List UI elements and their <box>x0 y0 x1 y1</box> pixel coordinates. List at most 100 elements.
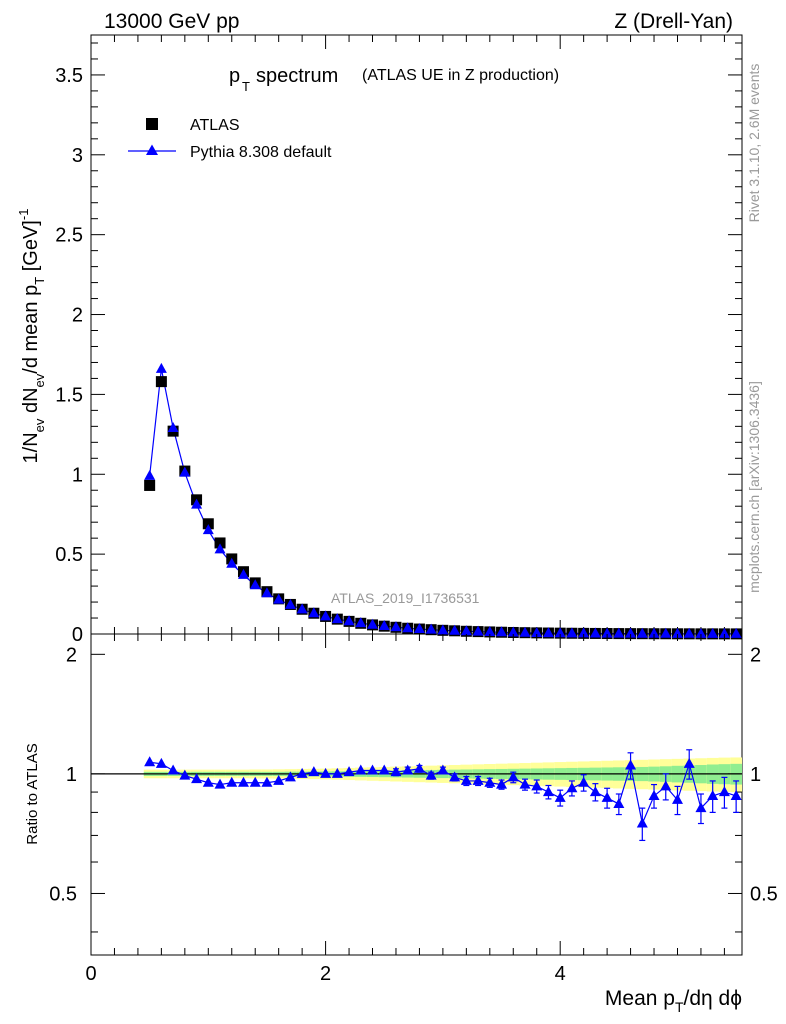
pythia-data-point <box>472 625 484 636</box>
side-label-rivet: Rivet 3.1.10, 2.6M events <box>746 64 762 223</box>
pythia-data-point <box>519 626 531 637</box>
ratio-y-tick-label: 0.5 <box>49 883 77 905</box>
pythia-data-point <box>413 623 425 634</box>
pythia-data-point <box>367 618 379 629</box>
pythia-data-point <box>730 627 742 638</box>
chart-title-sub: T <box>242 79 250 94</box>
pythia-data-point <box>202 524 214 535</box>
header-right: Z (Drell-Yan) <box>614 10 733 33</box>
ratio-data-point <box>531 780 543 791</box>
ratio-data-point <box>425 769 437 780</box>
ratio-data-point <box>695 802 707 813</box>
ratio-y-tick-label-right: 1 <box>750 764 761 786</box>
pythia-data-point <box>214 543 226 554</box>
ratio-data-point <box>261 776 273 787</box>
pythia-data-point <box>191 498 203 509</box>
main-y-tick-label: 1 <box>72 464 83 486</box>
ratio-data-point <box>636 817 648 828</box>
ratio-x-tick-label: 4 <box>555 963 566 985</box>
pythia-data-point <box>636 627 648 638</box>
ratio-data-point <box>507 771 519 782</box>
ratio-data-point <box>167 764 179 775</box>
atlas-data-point <box>214 537 226 549</box>
main-y-tick-label: 0.5 <box>55 544 83 566</box>
pythia-data-point <box>343 615 355 626</box>
ratio-data-point <box>226 776 238 787</box>
pythia-data-point <box>390 621 402 632</box>
ratio-data-point <box>390 766 402 777</box>
ratio-data-point <box>472 774 484 785</box>
ratio-y-tick-label-right: 0.5 <box>750 883 778 905</box>
main-axis-ticks: 0 0.5 1 1.5 2 2.5 3 3.5 <box>55 35 742 646</box>
ratio-data-point <box>331 767 343 778</box>
pythia-data-point <box>249 579 261 590</box>
ratio-data-point <box>155 757 167 768</box>
ratio-data-point <box>191 773 203 784</box>
legend-marker-pythia <box>146 144 158 155</box>
main-y-tick-label: 3 <box>72 145 83 167</box>
legend-label-atlas: ATLAS <box>190 117 240 134</box>
ratio-data-point <box>402 764 414 775</box>
ratio-data-point <box>671 793 683 804</box>
chart-title: p T spectrum (ATLAS UE in Z production) <box>229 65 559 94</box>
ratio-series-marks <box>144 749 742 842</box>
ratio-data-point <box>284 771 296 782</box>
atlas-data-point <box>202 518 214 530</box>
pythia-data-point <box>671 627 683 638</box>
pythia-data-point <box>308 607 320 618</box>
ratio-data-point <box>660 780 672 791</box>
pythia-data-point <box>261 587 273 598</box>
ratio-data-point <box>730 789 742 800</box>
ratio-data-point <box>437 764 449 775</box>
pythia-data-point <box>179 466 191 477</box>
pythia-data-point <box>554 627 566 638</box>
ratio-ylabel: Ratio to ATLAS <box>24 743 41 844</box>
ratio-data-point <box>707 789 719 800</box>
ratio-y-tick-label-right: 2 <box>750 644 761 666</box>
main-y-tick-label: 2.5 <box>55 225 83 247</box>
legend-label-pythia: Pythia 8.308 default <box>190 144 332 161</box>
ratio-x-tick-label: 0 <box>85 963 96 985</box>
pythia-data-point <box>507 626 519 637</box>
ratio-data-point <box>718 786 730 797</box>
ratio-data-point <box>237 776 249 787</box>
ratio-data-point <box>601 791 613 802</box>
pythia-data-point <box>296 603 308 614</box>
pythia-data-point <box>425 623 437 634</box>
pythia-data-point <box>284 598 296 609</box>
ratio-data-point <box>625 759 637 770</box>
pythia-data-point <box>378 620 390 631</box>
chart-title-word: spectrum <box>256 65 338 87</box>
main-ylabel-text: 1/Nev dNev/d mean pT [GeV]-1 <box>16 209 47 464</box>
ratio-data-point <box>296 767 308 778</box>
ratio-data-point <box>320 767 332 778</box>
chart-title-main: p <box>229 65 240 87</box>
main-panel-frame <box>90 34 743 635</box>
pythia-data-point <box>542 627 554 638</box>
ratio-y-tick-label: 1 <box>66 764 77 786</box>
ratio-data-point <box>613 797 625 808</box>
pythia-data-point <box>167 421 179 432</box>
ratio-data-point <box>413 762 425 773</box>
pythia-data-point <box>331 613 343 624</box>
pythia-data-point <box>237 568 249 579</box>
ratio-xlabel: Mean pT/dη dϕ <box>605 987 742 1015</box>
pythia-data-point <box>589 627 601 638</box>
ratio-data-point <box>554 791 566 802</box>
header-left: 13000 GeV pp <box>104 10 239 33</box>
ratio-data-point <box>144 756 156 767</box>
ratio-x-tick-label: 2 <box>320 963 331 985</box>
ratio-data-point <box>214 778 226 789</box>
pythia-data-point <box>449 624 461 635</box>
atlas-data-point <box>144 479 156 491</box>
ratio-data-point <box>202 776 214 787</box>
ratio-panel-frame <box>90 633 743 956</box>
legend-marker-atlas <box>146 118 158 130</box>
ratio-data-point <box>355 764 367 775</box>
ratio-data-point <box>343 766 355 777</box>
pythia-data-point <box>155 362 167 373</box>
pythia-data-point <box>226 557 238 568</box>
pythia-data-point <box>496 626 508 637</box>
pythia-data-point <box>718 627 730 638</box>
